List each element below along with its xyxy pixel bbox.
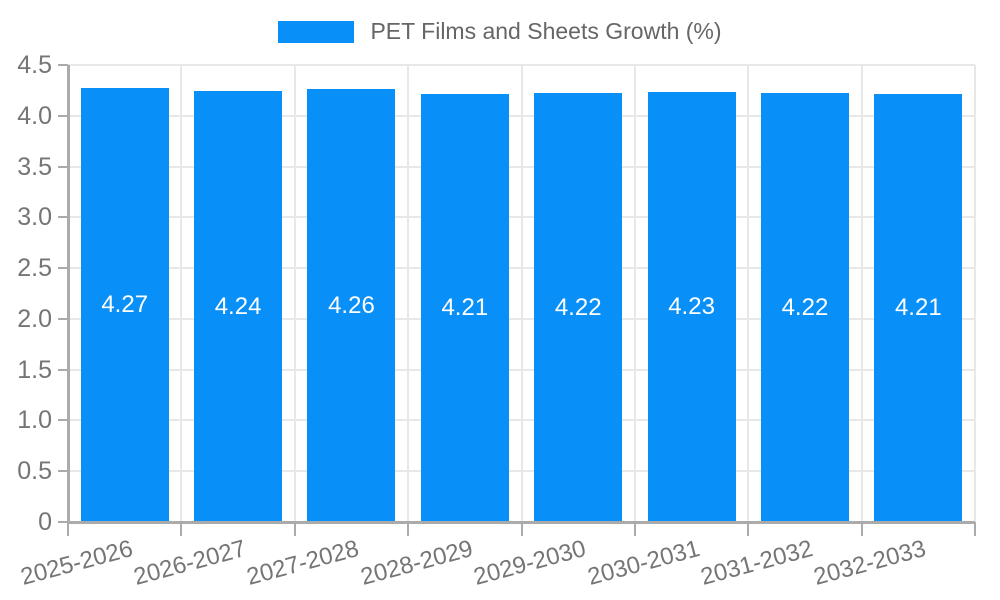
y-tick-label: 3.0 [17, 203, 52, 232]
gridline-vertical [974, 65, 976, 522]
y-tick-label: 1.0 [17, 406, 52, 435]
y-axis-tick [58, 521, 68, 523]
gridline-vertical [633, 65, 636, 522]
y-axis-tick [58, 368, 68, 371]
y-tick-label: 2.0 [17, 304, 52, 333]
x-axis-tick [747, 522, 750, 536]
y-tick-label: 0 [38, 508, 52, 536]
gridline-vertical [747, 65, 750, 522]
y-tick-label: 4.5 [17, 51, 52, 79]
x-axis-tick [860, 522, 863, 536]
bar [80, 88, 169, 521]
x-axis-line [68, 521, 975, 524]
bar-value-label: 4.23 [668, 293, 715, 321]
y-axis-tick [58, 64, 68, 66]
gridline-vertical [180, 65, 183, 522]
bar [874, 94, 963, 521]
bar-value-label: 4.26 [328, 291, 375, 319]
x-axis-tick [520, 522, 523, 536]
legend: PET Films and Sheets Growth (%) [0, 18, 1000, 45]
y-tick-label: 4.0 [17, 101, 52, 130]
bar [647, 92, 736, 521]
x-axis-tick [974, 522, 976, 536]
bar-value-label: 4.21 [894, 294, 942, 322]
x-axis-tick [67, 522, 69, 536]
bar [534, 93, 623, 521]
y-axis-tick [58, 267, 68, 270]
bar [194, 91, 283, 521]
bar [420, 94, 509, 521]
legend-swatch-icon [278, 20, 355, 43]
y-axis-line [67, 65, 70, 524]
y-axis-tick [58, 317, 68, 320]
y-axis-tick [58, 470, 68, 473]
bar-value-label: 4.27 [101, 291, 149, 319]
gridline-vertical [293, 65, 296, 522]
gridline-vertical [520, 65, 523, 522]
bar-value-label: 4.22 [781, 293, 829, 321]
y-axis-tick [58, 419, 68, 422]
gridline-vertical [407, 65, 410, 522]
x-axis-tick [633, 522, 636, 536]
y-axis-tick [58, 165, 68, 168]
x-axis-tick [293, 522, 296, 536]
bar [760, 93, 849, 521]
y-axis-tick [58, 114, 68, 117]
y-tick-label: 3.5 [17, 152, 52, 181]
bar-value-label: 4.24 [214, 292, 262, 320]
bar-value-label: 4.21 [441, 294, 489, 322]
y-tick-label: 1.5 [17, 355, 52, 384]
legend-item[interactable]: PET Films and Sheets Growth (%) [278, 18, 722, 45]
bar-value-label: 4.22 [554, 293, 602, 321]
y-axis-tick [58, 216, 68, 219]
x-axis-tick [407, 522, 410, 536]
x-axis-tick [180, 522, 183, 536]
y-tick-label: 2.5 [17, 254, 52, 283]
legend-label: PET Films and Sheets Growth (%) [370, 18, 722, 44]
y-tick-label: 0.5 [17, 457, 52, 486]
bar [307, 89, 396, 521]
gridline-vertical [860, 65, 863, 522]
